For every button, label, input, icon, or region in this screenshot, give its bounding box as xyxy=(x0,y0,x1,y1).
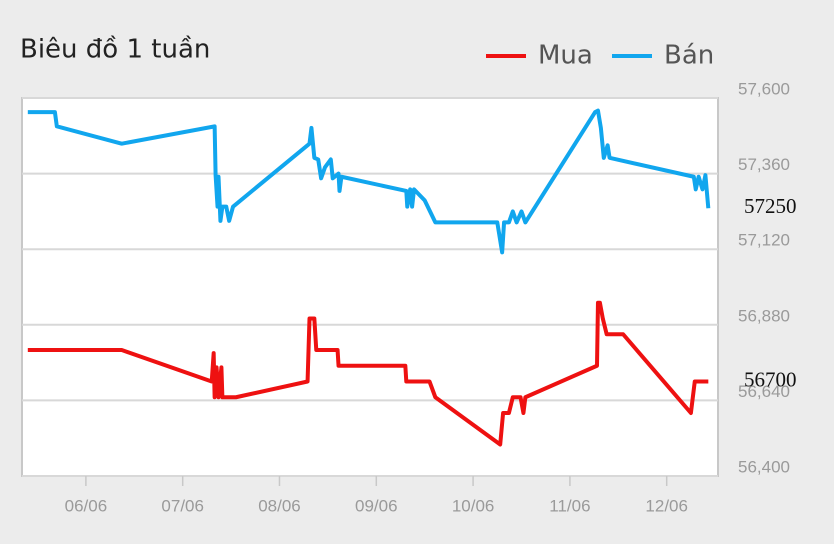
plot-area xyxy=(21,97,719,477)
x-tick-label: 06/06 xyxy=(65,496,108,515)
series-line xyxy=(27,108,711,255)
last-value-label: 56700 xyxy=(744,367,797,391)
x-tick-label: 10/06 xyxy=(452,496,495,515)
x-tick-label: 12/06 xyxy=(645,496,688,515)
y-tick-label: 57,360 xyxy=(738,155,790,174)
legend-label: Mua xyxy=(538,41,593,71)
y-tick-label: 57,600 xyxy=(738,79,790,98)
x-tick-label: 08/06 xyxy=(258,496,301,515)
series-line xyxy=(27,300,709,447)
y-tick-label: 56,400 xyxy=(738,457,790,476)
y-tick-label: 57,120 xyxy=(738,231,790,250)
legend-label: Bán xyxy=(664,41,714,71)
chart-title: Biêu đồ 1 tuần xyxy=(20,35,210,65)
x-tick-label: 07/06 xyxy=(161,496,204,515)
last-value-label: 57250 xyxy=(744,194,797,218)
y-tick-label: 56,640 xyxy=(738,382,790,401)
x-tick-label: 11/06 xyxy=(549,496,590,515)
x-tick-label: 09/06 xyxy=(355,496,398,515)
y-tick-label: 56,880 xyxy=(738,306,790,325)
